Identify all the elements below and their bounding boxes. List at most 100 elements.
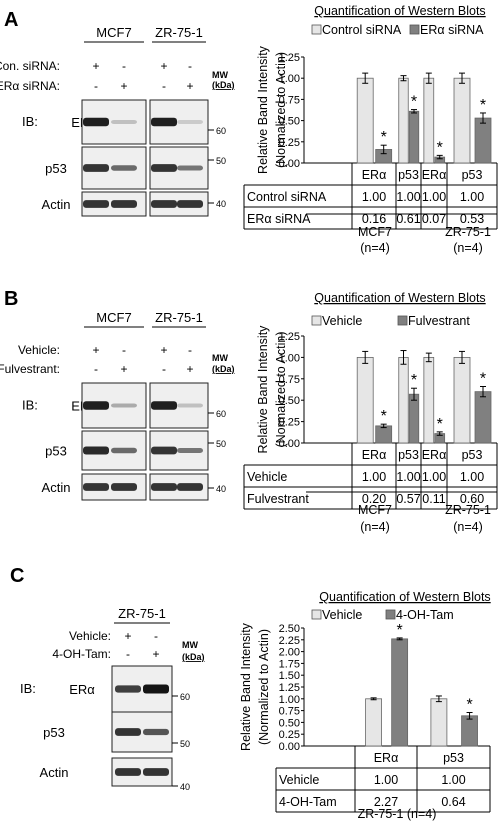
- blot-band: [83, 401, 109, 410]
- cell-line-label: ZR-75-1: [118, 606, 166, 621]
- bar: [423, 356, 435, 444]
- legend-label: 4-OH-Tam: [396, 608, 454, 622]
- table-cell: 0.57: [396, 492, 420, 506]
- mw-value: 40: [216, 484, 226, 494]
- blot-band: [111, 483, 137, 491]
- y-axis-label: Relative Band Intensity: [256, 45, 270, 174]
- significance-star: *: [437, 139, 443, 156]
- treatment-sign: +: [160, 59, 167, 73]
- cell-line-label: ZR-75-1: [155, 310, 203, 325]
- mw-value: 50: [216, 439, 226, 449]
- blot-band: [151, 164, 177, 172]
- protein-label: Actin: [40, 765, 69, 780]
- bar: [474, 391, 492, 444]
- table-cell: 1.00: [460, 190, 484, 204]
- group-label: MCF7: [358, 225, 392, 239]
- bar: [365, 698, 383, 747]
- bar: [423, 77, 435, 164]
- treatment-sign: +: [120, 362, 127, 376]
- y-axis-label-unit: (Normalized to Actin): [274, 52, 288, 168]
- treatment-sign: +: [152, 647, 159, 661]
- table-row-label: 4-OH-Tam: [279, 795, 337, 809]
- treatment-sign: +: [124, 629, 131, 643]
- table-cell: 1.00: [422, 190, 446, 204]
- blot-band: [143, 684, 169, 694]
- blot-band: [111, 165, 137, 171]
- treatment-sign: -: [122, 343, 126, 357]
- legend-swatch: [311, 315, 322, 326]
- treatment-label: Fulvestrant:: [0, 362, 60, 376]
- bar: [461, 715, 478, 747]
- table-cell: 1.00: [396, 470, 420, 484]
- mw-value: 40: [216, 199, 226, 209]
- y-tick-label: 0.75: [279, 374, 300, 386]
- y-tick-label: 0.25: [279, 417, 300, 429]
- blot-band: [143, 768, 169, 776]
- blot-band: [83, 483, 109, 491]
- legend-label: Fulvestrant: [408, 314, 470, 328]
- blot-band: [177, 403, 203, 408]
- treatment-label: ERα siRNA:: [0, 79, 60, 93]
- group-label: ZR-75-1: [445, 225, 491, 239]
- table-row-label: Fulvestrant: [247, 492, 309, 506]
- y-axis-label-unit: (Normalized to Actin): [257, 629, 271, 745]
- ib-label: IB:: [20, 681, 36, 696]
- bar-chart: Quantification of Western Blots Control s…: [243, 4, 498, 255]
- protein-label: Actin: [42, 197, 71, 212]
- y-tick-label: 2.00: [279, 647, 300, 659]
- table-cell: 1.00: [362, 470, 386, 484]
- table-cell: 1.00: [460, 470, 484, 484]
- protein-label: p53: [45, 444, 67, 459]
- group-label: MCF7: [358, 503, 392, 517]
- treatment-sign: +: [120, 79, 127, 93]
- legend-swatch: [397, 315, 408, 326]
- y-tick-label: 0.50: [279, 717, 300, 729]
- table-cell: 0.11: [422, 492, 445, 506]
- protein-label: Actin: [42, 480, 71, 495]
- blot-band: [151, 483, 177, 491]
- significance-star: *: [397, 622, 403, 639]
- table-cell: 1.00: [396, 190, 420, 204]
- protein-label: ERα: [69, 682, 95, 697]
- y-tick-label: 1.25: [279, 682, 300, 694]
- y-axis-label: Relative Band Intensity: [239, 622, 253, 751]
- treatment-label: 4-OH-Tam:: [52, 647, 111, 661]
- mw-label: MW: [212, 70, 228, 80]
- treatment-label: Con. siRNA:: [0, 59, 60, 73]
- y-tick-label: 1.00: [279, 352, 300, 364]
- bar: [356, 356, 374, 444]
- legend-swatch: [409, 24, 420, 35]
- table-cell: 0.07: [422, 212, 446, 226]
- western-blot: MCF7 ZR-75-1 Con. siRNA: + - + - ERα siRNA: - + - +…: [0, 25, 235, 217]
- mw-unit: (kDa): [212, 364, 235, 374]
- y-tick-label: 0.75: [279, 94, 300, 106]
- blot-band: [177, 200, 203, 208]
- table-cell: 0.64: [441, 795, 465, 809]
- significance-star: *: [381, 129, 387, 146]
- table-header-cell: p53: [443, 751, 464, 765]
- blot-band: [177, 165, 203, 171]
- table-header-cell: p53: [398, 168, 419, 182]
- group-label: ZR-75-1 (n=4): [358, 807, 437, 821]
- y-tick-label: 1.25: [279, 52, 300, 64]
- treatment-label: Vehicle:: [18, 343, 60, 357]
- blot-band: [151, 200, 177, 208]
- ib-label: IB:: [22, 114, 38, 129]
- bar-chart: Quantification of Western Blots Vehicle Fu…: [243, 291, 498, 534]
- group-label: ZR-75-1: [445, 503, 491, 517]
- legend-label: ERα siRNA: [420, 23, 484, 37]
- chart-title: Quantification of Western Blots: [314, 291, 485, 305]
- y-tick-label: 1.00: [279, 73, 300, 85]
- bar: [391, 638, 409, 747]
- bar: [430, 698, 448, 747]
- blot-band: [111, 120, 137, 124]
- table-cell: 1.00: [374, 773, 398, 787]
- mw-unit: (kDa): [182, 652, 205, 662]
- y-tick-label: 0.00: [279, 741, 300, 753]
- protein-label: p53: [45, 161, 67, 176]
- y-tick-label: 0.25: [279, 729, 300, 741]
- table-cell: 0.61: [396, 212, 420, 226]
- group-n-label: (n=4): [453, 520, 483, 534]
- panel-letter: C: [10, 565, 24, 587]
